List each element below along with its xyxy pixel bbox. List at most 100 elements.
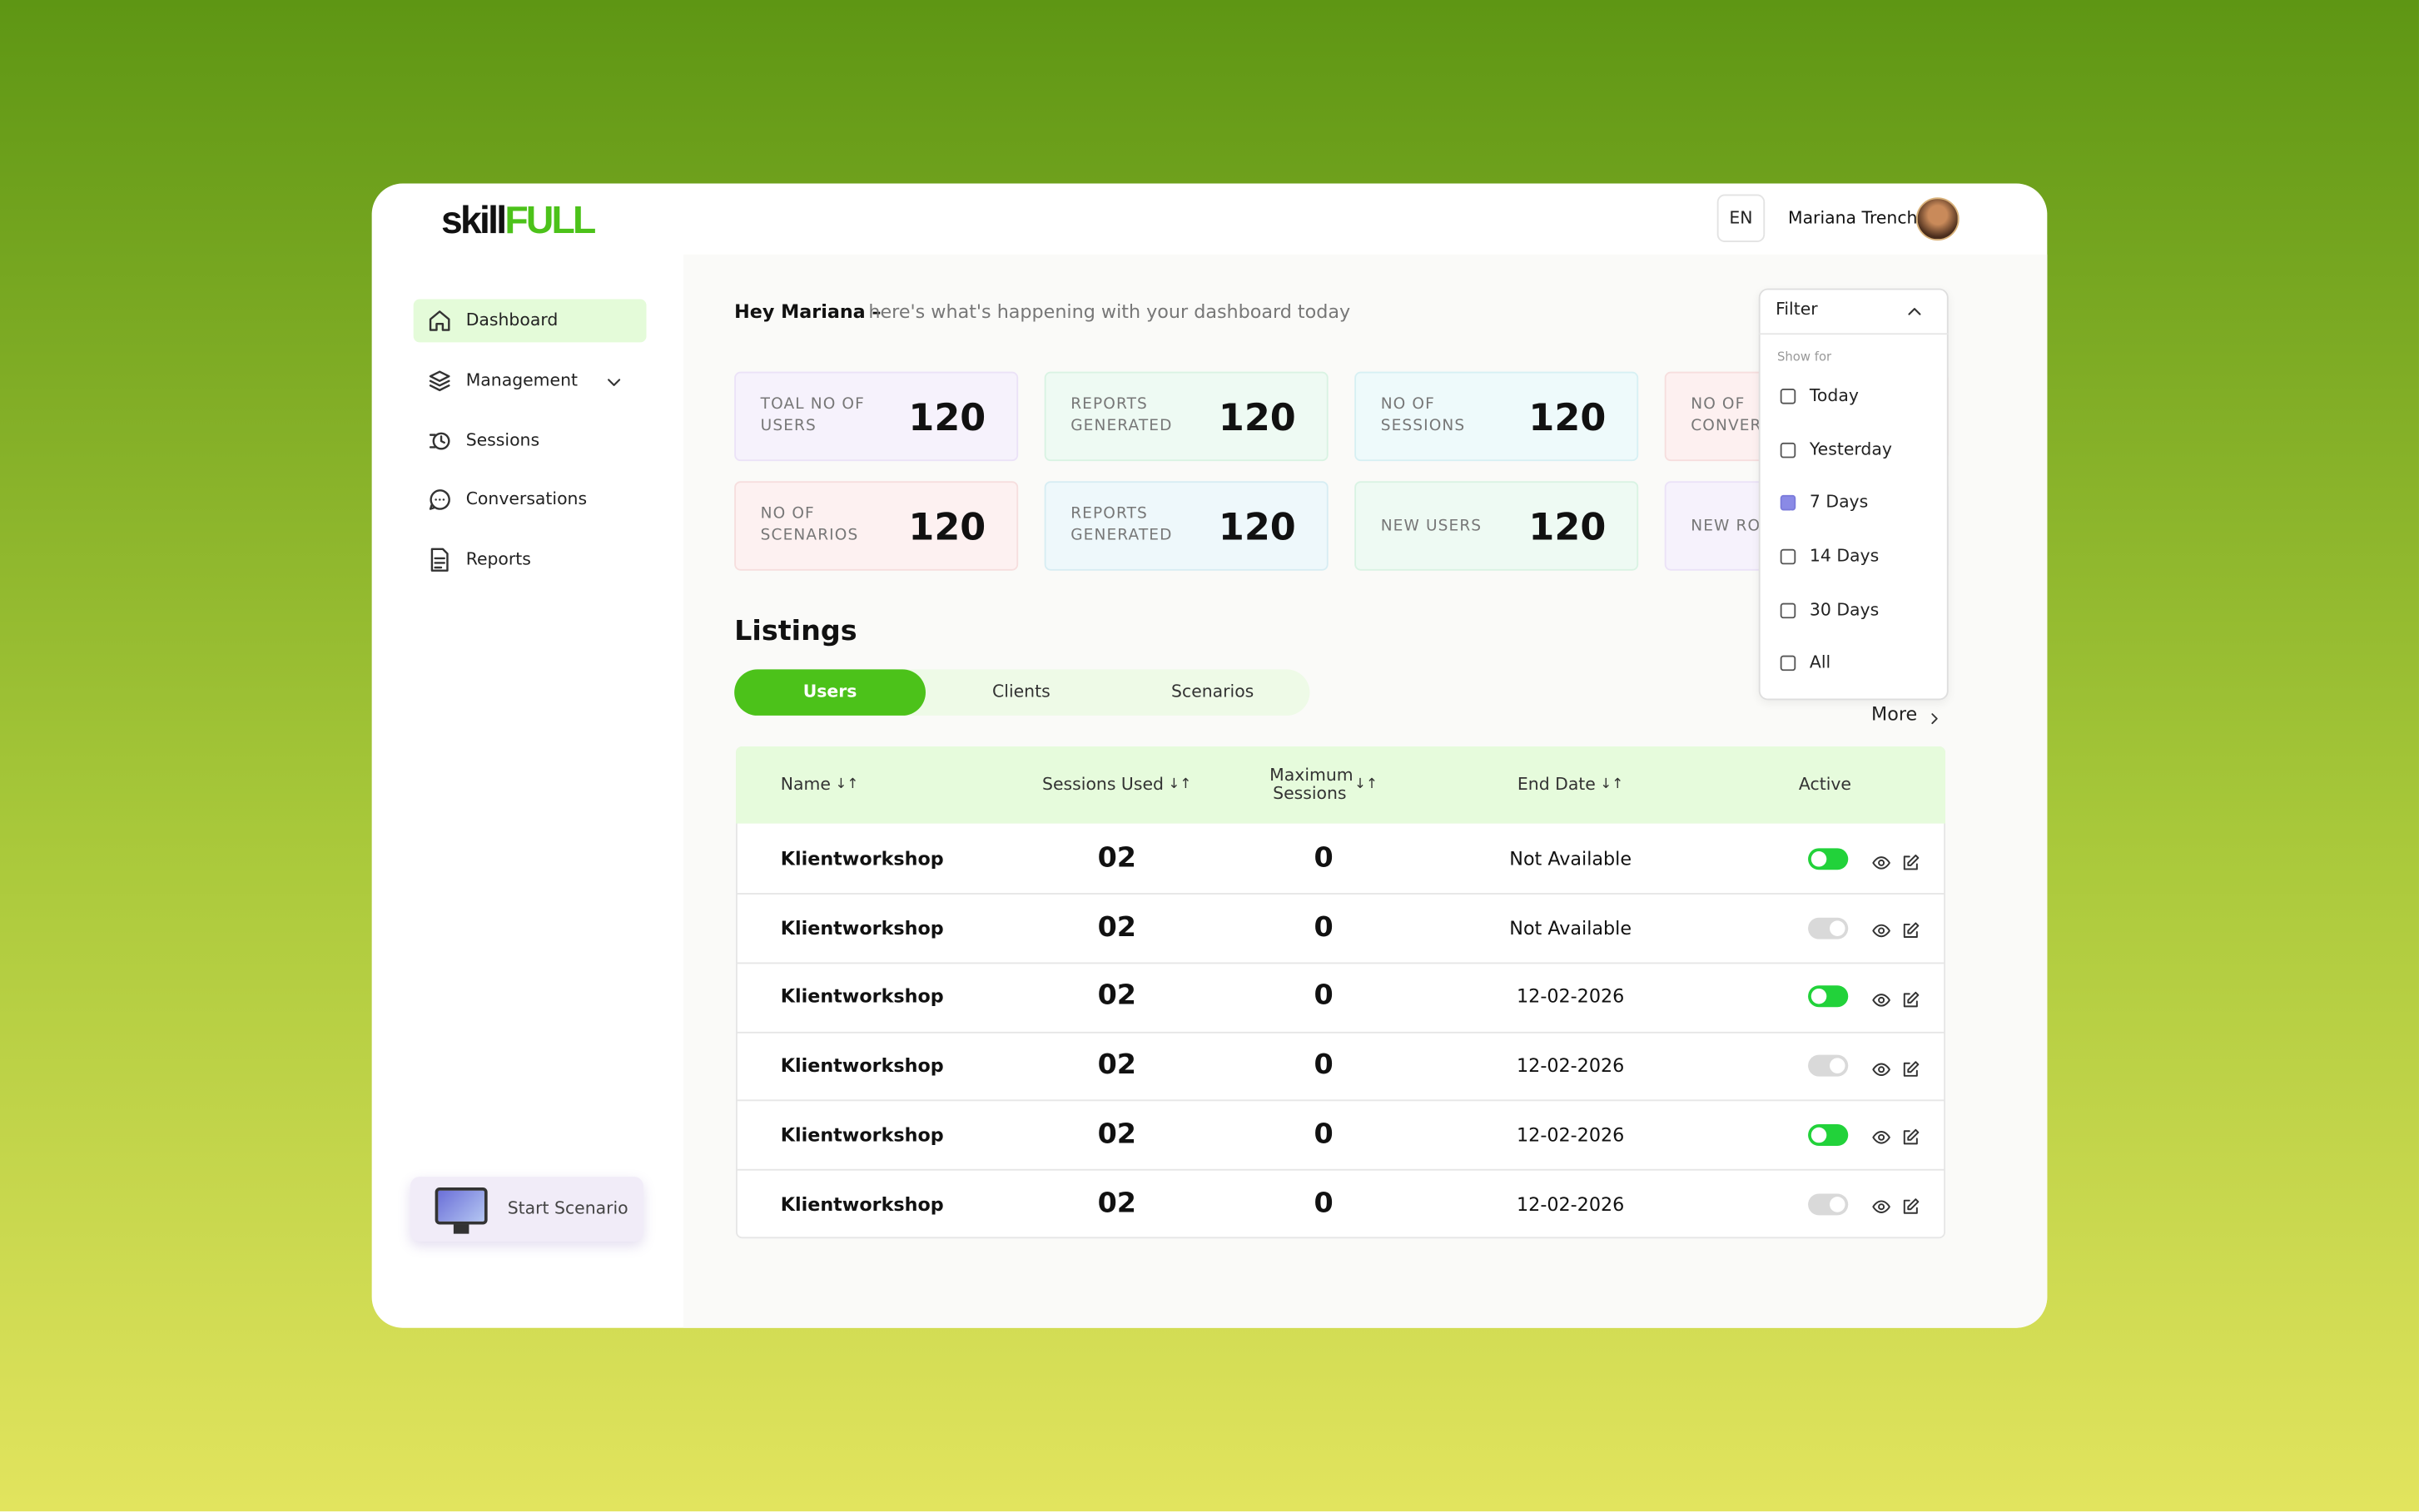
chevron-right-svg (1931, 713, 1938, 725)
checkbox[interactable] (1780, 602, 1796, 619)
view-icon-svg (1871, 1062, 1890, 1076)
scenario-icon-stand (453, 1224, 469, 1234)
stat-card: NEW USERS 120 (1354, 481, 1639, 571)
header-label: Name (780, 774, 831, 795)
tab-active[interactable]: Users (734, 669, 926, 716)
view-icon[interactable] (1870, 918, 1890, 938)
header-cell: Sessions Used ↓↑ (978, 746, 1256, 824)
filter-option[interactable]: Yesterday (1809, 439, 1892, 460)
listings-title: Listings (734, 615, 857, 648)
cell-max: 0 (1314, 1118, 1334, 1151)
row-divider (736, 893, 1946, 895)
toggle[interactable] (1808, 985, 1849, 1008)
view-icon[interactable] (1870, 1193, 1890, 1213)
toggle[interactable] (1808, 1192, 1849, 1215)
checkbox[interactable] (1780, 548, 1796, 565)
filter-option[interactable]: All (1809, 652, 1831, 673)
toggle[interactable] (1808, 1054, 1849, 1077)
sort-icon[interactable]: ↓↑ (1600, 777, 1624, 793)
avatar[interactable] (1915, 197, 1960, 241)
toggle[interactable] (1808, 848, 1849, 870)
stat-value: 120 (1528, 505, 1607, 549)
language-button[interactable]: EN (1716, 194, 1766, 242)
greeting-bold: Hey Mariana – (734, 300, 882, 323)
nav-icon (427, 548, 452, 573)
stat-label: TOAL NO OF USERS (760, 396, 865, 435)
sort-icon[interactable]: ↓↑ (1354, 777, 1378, 793)
cell-name: Klientworkshop (780, 1054, 944, 1077)
tab[interactable]: Clients (992, 682, 1051, 702)
stat-label: REPORTS GENERATED (1070, 505, 1173, 545)
stat-label: NEW USERS (1380, 518, 1483, 536)
nav-icon-svg (430, 548, 449, 572)
stat-value: 120 (908, 396, 986, 440)
chevron-right (1925, 705, 1944, 725)
nav-icon-svg (429, 370, 450, 392)
toggle[interactable] (1808, 1123, 1849, 1146)
filter-option[interactable]: 7 Days (1809, 492, 1869, 513)
cell-sessions: 02 (1097, 910, 1137, 944)
header-label: Sessions Used (1042, 774, 1164, 795)
toggle[interactable] (1808, 917, 1849, 939)
checkbox[interactable] (1780, 389, 1796, 404)
checkbox[interactable] (1780, 442, 1796, 459)
view-icon-svg (1871, 1131, 1890, 1145)
cell-name: Klientworkshop (780, 985, 944, 1008)
edit-icon[interactable] (1900, 849, 1920, 870)
cell-sessions: 02 (1097, 1187, 1137, 1220)
logo-part: skill (441, 199, 507, 242)
cell-max: 0 (1314, 910, 1334, 944)
view-icon[interactable] (1870, 1056, 1890, 1076)
filter-section: Show for (1777, 349, 1832, 364)
nav-item[interactable]: Management (465, 369, 579, 390)
toggle-knob (1830, 1058, 1845, 1074)
sort-icon[interactable]: ↓↑ (835, 777, 859, 793)
cell-name: Klientworkshop (780, 917, 944, 939)
view-icon[interactable] (1870, 987, 1890, 1007)
filter-option[interactable]: 14 Days (1809, 546, 1880, 567)
stat-card: REPORTS GENERATED 120 (1044, 371, 1329, 462)
nav-item[interactable]: Conversations (465, 488, 588, 509)
view-icon-svg (1871, 1200, 1890, 1213)
toggle-knob (1830, 920, 1845, 936)
tab[interactable]: Scenarios (1171, 682, 1254, 702)
start-scenario-label[interactable]: Start Scenario (507, 1198, 628, 1219)
greeting-text: here's what's happening with your dashbo… (868, 300, 1351, 323)
cell-end-date: 12-02-2026 (1517, 1192, 1625, 1215)
cell-sessions: 02 (1097, 1048, 1137, 1082)
cell-sessions: 02 (1097, 979, 1137, 1013)
filter-title[interactable]: Filter (1776, 299, 1818, 320)
cell-max: 0 (1314, 1048, 1334, 1082)
edit-icon[interactable] (1900, 1193, 1920, 1214)
more-link[interactable]: More (1871, 703, 1918, 726)
user-name: Mariana Trench (1787, 208, 1918, 229)
cell-max: 0 (1314, 1187, 1334, 1220)
row-divider (736, 962, 1946, 964)
checkbox[interactable] (1780, 655, 1796, 672)
view-icon-svg (1871, 993, 1890, 1007)
cell-max: 0 (1314, 979, 1334, 1013)
nav-item[interactable]: Sessions (465, 430, 540, 451)
checkbox[interactable] (1780, 494, 1796, 518)
chevron-down-svg (608, 379, 621, 386)
table (736, 746, 1946, 1239)
edit-icon[interactable] (1900, 987, 1920, 1008)
view-icon[interactable] (1870, 849, 1890, 869)
filter-option[interactable]: 30 Days (1809, 599, 1880, 621)
nav-item[interactable]: Reports (465, 548, 531, 569)
cell-end-date: 12-02-2026 (1517, 985, 1625, 1008)
filter-option[interactable]: Today (1809, 385, 1859, 406)
chevron-up (1904, 300, 1925, 321)
header-label: End Date (1517, 774, 1596, 795)
nav-icon (427, 369, 452, 394)
cell-name: Klientworkshop (780, 1123, 944, 1146)
chevron-up-svg (1908, 308, 1921, 315)
view-icon[interactable] (1870, 1125, 1890, 1145)
edit-icon[interactable] (1900, 918, 1920, 939)
nav-item[interactable]: Dashboard (465, 310, 559, 330)
toggle-knob (1811, 989, 1827, 1005)
edit-icon[interactable] (1900, 1125, 1920, 1145)
edit-icon[interactable] (1900, 1056, 1920, 1077)
sort-icon[interactable]: ↓↑ (1168, 777, 1192, 793)
